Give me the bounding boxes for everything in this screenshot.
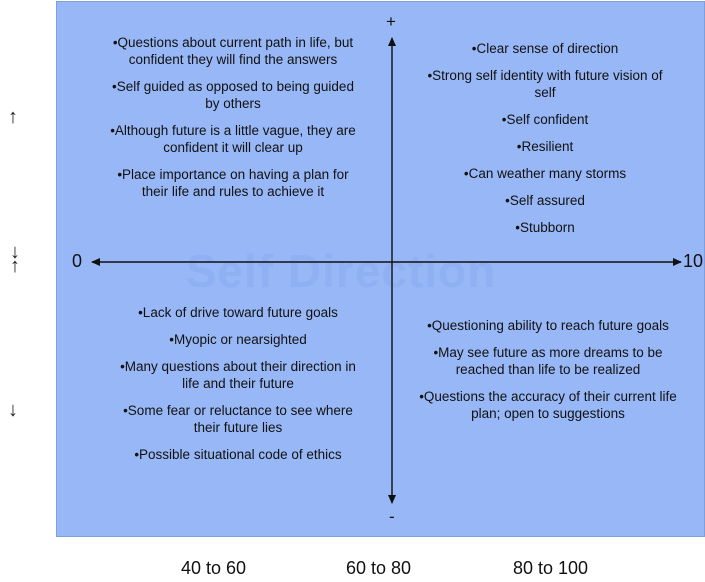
down-arrow-icon: ↓ <box>10 241 20 263</box>
list-item: •Lack of drive toward future goals <box>138 305 338 320</box>
quadrant-top-left: •Questions about current path in life, b… <box>104 34 362 210</box>
list-item: •Some fear or reluctance to see where th… <box>123 403 353 435</box>
list-item: •Questions about current path in life, b… <box>112 35 354 67</box>
up-arrow-icon: ↑ <box>8 106 18 128</box>
list-item: •May see future as more dreams to be rea… <box>433 345 663 377</box>
list-item: •Place importance on having a plan for t… <box>117 167 349 199</box>
down-arrow-icon: ↓ <box>8 399 18 421</box>
list-item: •Clear sense of direction <box>471 41 619 56</box>
quadrant-top-right: •Clear sense of direction •Strong self i… <box>425 40 665 246</box>
list-item: •Although future is a little vague, they… <box>110 123 356 155</box>
range-label: 40 to 60 <box>181 558 247 578</box>
list-item: •Self confident <box>501 112 589 127</box>
list-item: •Questioning ability to reach future goa… <box>427 318 669 333</box>
list-item: •Possible situational code of ethics <box>134 447 342 462</box>
up-arrow-icon: ↑ <box>10 255 20 277</box>
axis-minus-label: - <box>389 507 395 526</box>
quadrant-bottom-right: •Questioning ability to reach future goa… <box>414 317 682 432</box>
list-item: •Questions the accuracy of their current… <box>419 389 677 421</box>
watermark-text: Self Direction <box>185 245 497 297</box>
range-label: 80 to 100 <box>513 558 589 578</box>
quadrant-bottom-left: •Lack of drive toward future goals •Myop… <box>118 304 358 473</box>
list-item: •Self assured <box>505 193 585 208</box>
list-item: •Stubborn <box>515 220 575 235</box>
list-item: •Many questions about their direction in… <box>120 359 356 391</box>
list-item: •Resilient <box>516 139 574 154</box>
axis-plus-label: + <box>386 12 396 31</box>
range-label: 60 to 80 <box>346 558 412 578</box>
list-item: •Can weather many storms <box>463 166 627 181</box>
list-item: •Self guided as opposed to being guided … <box>112 79 354 111</box>
axis-ten-label: 10 <box>683 251 704 271</box>
axis-zero-label: 0 <box>72 251 83 271</box>
list-item: •Myopic or nearsighted <box>169 332 307 347</box>
diagram-panel <box>56 1 705 537</box>
list-item: •Strong self identity with future vision… <box>427 68 663 100</box>
